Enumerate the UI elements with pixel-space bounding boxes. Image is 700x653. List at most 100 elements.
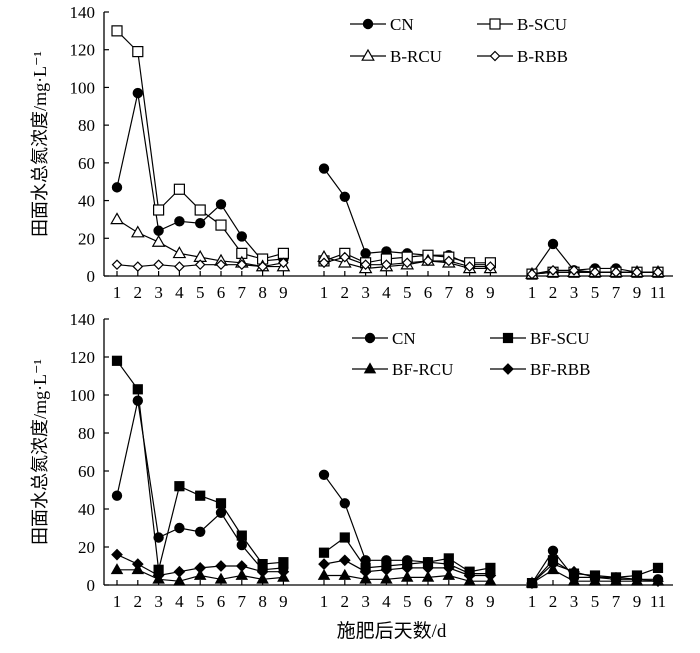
- legend-marker: [363, 362, 377, 374]
- x-tick-label: 3: [570, 283, 579, 302]
- data-point-B-RBB: [339, 251, 351, 263]
- data-point-B-RBB: [568, 264, 580, 276]
- y-tick-label: 80: [78, 424, 95, 443]
- x-tick-label: 3: [361, 283, 370, 302]
- y-tick-label: 60: [78, 462, 95, 481]
- data-point-BF-RBB: [484, 569, 497, 582]
- data-point-CN: [215, 507, 227, 518]
- data-point-BF-RBB: [463, 569, 476, 582]
- data-point-CN: [174, 522, 185, 534]
- x-tick-label: 3: [361, 592, 370, 611]
- x-tick-label: 8: [258, 283, 267, 302]
- data-point-BF-RBB: [194, 562, 207, 574]
- data-point-CN: [111, 490, 123, 501]
- x-tick-label: 7: [445, 592, 454, 611]
- data-point-B-RBB: [401, 257, 413, 269]
- legend-item-CN: CN: [350, 15, 414, 34]
- data-point-BF-RBB: [235, 560, 248, 572]
- data-point-CN: [153, 532, 164, 543]
- x-tick-label: 4: [382, 283, 391, 302]
- x-tick-label: 1: [320, 592, 329, 611]
- data-point-B-RBB: [236, 259, 248, 271]
- data-point-BF-RBB: [277, 565, 290, 578]
- series-CN: [111, 395, 664, 589]
- legend-marker: [502, 332, 514, 344]
- x-tick-label: 2: [341, 283, 350, 302]
- data-point-B-RBB: [526, 268, 538, 280]
- data-point-BF-RBB: [111, 548, 123, 561]
- data-point-B-RBB: [443, 255, 455, 267]
- x-tick-label: 2: [134, 592, 143, 611]
- data-point-BF-SCU: [443, 553, 454, 564]
- data-point-BF-RBB: [589, 571, 601, 584]
- legend-marker: [502, 363, 514, 375]
- data-point-B-RBB: [422, 255, 434, 267]
- data-point-BF-RBB: [380, 563, 393, 576]
- legend-marker: [489, 18, 501, 30]
- legend-item-CN: CN: [352, 329, 416, 348]
- data-point-BF-SCU: [132, 384, 143, 395]
- data-point-BF-SCU: [318, 547, 330, 558]
- data-point-BF-SCU: [174, 481, 185, 492]
- data-point-B-RBB: [257, 261, 268, 272]
- x-tick-label: 5: [196, 592, 205, 611]
- data-point-BF-RCU: [400, 570, 414, 582]
- data-point-BF-RCU: [214, 572, 228, 584]
- data-point-BF-RBB: [568, 565, 580, 578]
- legend-marker: [489, 50, 501, 62]
- data-point-B-RBB: [194, 259, 206, 271]
- data-point-BF-RBB: [256, 565, 269, 578]
- x-tick-label: 3: [154, 283, 163, 302]
- data-point-B-RBB: [174, 261, 185, 272]
- data-point-B-RBB: [464, 261, 475, 272]
- x-tick-label: 3: [154, 592, 163, 611]
- data-point-BF-RCU: [421, 570, 435, 582]
- legend-marker: [362, 18, 374, 30]
- x-tick-label: 1: [528, 592, 537, 611]
- data-point-B-SCU: [111, 25, 123, 37]
- x-tick-label: 8: [258, 592, 267, 611]
- data-point-BF-RBB: [338, 554, 351, 567]
- data-point-BF-RBB: [442, 562, 455, 574]
- y-tick-label: 100: [70, 386, 96, 405]
- x-tick-label: 6: [217, 592, 226, 611]
- x-tick-label: 5: [591, 592, 600, 611]
- data-point-BF-RCU: [359, 572, 372, 584]
- legend-label: BF-SCU: [530, 329, 590, 348]
- legend-label: B-RBB: [517, 47, 568, 66]
- y-tick-label: 80: [78, 116, 95, 135]
- data-point-BF-RCU: [380, 572, 393, 584]
- y-tick-label: 20: [78, 229, 95, 248]
- x-tick-label: 3: [570, 592, 579, 611]
- x-tick-label: 5: [591, 283, 600, 302]
- y-tick-label: 40: [78, 500, 95, 519]
- legend-label: BF-RCU: [392, 360, 453, 379]
- data-point-BF-SCU: [652, 562, 664, 574]
- x-tick-label: 6: [424, 592, 433, 611]
- data-point-CN: [132, 395, 143, 406]
- data-point-CN: [111, 182, 123, 193]
- data-point-BF-RCU: [193, 568, 207, 580]
- legend-item-BF-SCU: BF-SCU: [490, 329, 590, 348]
- data-point-CN: [194, 526, 206, 538]
- data-point-BF-RBB: [401, 562, 414, 574]
- data-point-CN: [236, 231, 247, 242]
- data-point-B-RBB: [610, 266, 622, 278]
- legend-label: BF-RBB: [530, 360, 590, 379]
- y-tick-label: 120: [70, 348, 96, 367]
- data-point-B-RBB: [485, 261, 496, 272]
- data-point-B-RBB: [381, 259, 392, 271]
- legend-label: B-SCU: [517, 15, 567, 34]
- data-point-CN: [339, 498, 350, 509]
- data-point-CN: [194, 217, 206, 229]
- legend-label: B-RCU: [390, 47, 442, 66]
- x-tick-label: 2: [549, 283, 558, 302]
- y-tick-label: 40: [78, 192, 95, 211]
- x-tick-label: 1: [320, 283, 329, 302]
- data-point-BF-SCU: [111, 355, 123, 366]
- x-tick-label: 4: [175, 283, 184, 302]
- data-point-B-RCU: [110, 212, 124, 225]
- x-tick-label: 5: [196, 283, 205, 302]
- legend-marker: [364, 332, 376, 344]
- data-point-B-SCU: [173, 183, 185, 195]
